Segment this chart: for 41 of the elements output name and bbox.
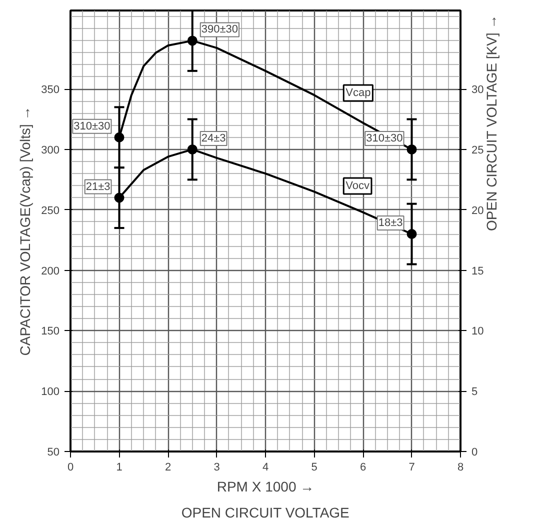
point: [114, 192, 124, 203]
y2-tick-label: 5: [472, 386, 478, 398]
x-tick-label: 8: [457, 462, 464, 474]
point: [114, 132, 124, 142]
data-label: 310±30: [74, 120, 110, 132]
y-tick-label: 50: [47, 446, 60, 458]
y-tick-label: 350: [41, 84, 60, 96]
x-tick-label: 6: [360, 462, 366, 474]
y-tick-label: 100: [41, 386, 60, 398]
point: [187, 144, 198, 154]
series-label: Vcap: [346, 86, 371, 99]
text: OPEN CIRCUIT VOLTAGE: [181, 504, 350, 520]
x-tick-label: 0: [67, 462, 74, 474]
data-label: 390±30: [201, 24, 238, 36]
data-label: 24±3: [201, 132, 226, 144]
x-tick-label: 7: [408, 462, 415, 474]
y2-tick-label: 20: [472, 204, 484, 217]
y-axis-title: CAPACITOR VOLTAGE(Vcap) [Volts] →: [17, 106, 34, 356]
y2-tick-label: 0: [472, 446, 478, 458]
y-tick-label: 250: [41, 204, 60, 217]
y-tick-label: 300: [41, 144, 60, 156]
point: [406, 144, 417, 154]
y2-tick-label: 25: [472, 144, 484, 156]
y2-axis-title: OPEN CIRCUIT VOLTAGE [KV] →: [484, 14, 500, 231]
point: [406, 229, 417, 240]
x-tick-label: 4: [262, 462, 269, 474]
series-label: Vocv: [346, 180, 370, 192]
point: [187, 36, 198, 46]
y2-tick-label: 30: [472, 84, 484, 96]
y2-tick-label: 15: [472, 265, 484, 278]
y2-tick-label: 10: [472, 326, 484, 338]
x-tick-label: 1: [116, 462, 122, 474]
data-label: 310±30: [366, 132, 403, 144]
x-tick-label: 2: [164, 462, 172, 474]
x-tick-label: 5: [311, 462, 318, 474]
data-label: 21±3: [86, 180, 110, 193]
x-axis-title: RPM X 1000 →: [216, 478, 314, 494]
x-tick-label: 3: [214, 462, 220, 474]
y-tick-label: 150: [41, 326, 60, 338]
data-label: 18±3: [378, 217, 403, 230]
y-tick-label: 200: [41, 265, 60, 278]
